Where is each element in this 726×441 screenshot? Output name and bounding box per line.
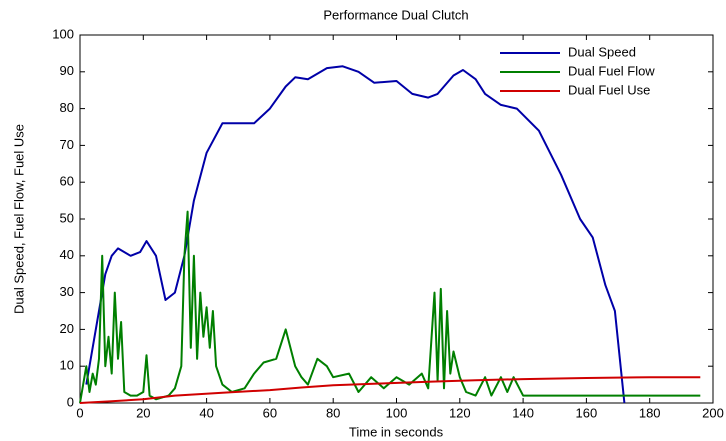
x-axis-label: Time in seconds — [349, 424, 444, 439]
y-tick-label: 20 — [60, 321, 74, 336]
x-tick-label: 180 — [639, 405, 661, 420]
x-tick-label: 80 — [326, 405, 340, 420]
y-tick-label: 90 — [60, 63, 74, 78]
x-tick-label: 40 — [199, 405, 213, 420]
x-tick-label: 120 — [449, 405, 471, 420]
series-line — [79, 210, 701, 404]
x-tick-label: 140 — [512, 405, 534, 420]
x-tick-label: 60 — [263, 405, 277, 420]
legend-label: Dual Fuel Use — [568, 82, 650, 97]
series-line — [85, 65, 626, 404]
legend-label: Dual Fuel Flow — [568, 63, 655, 78]
legend-label: Dual Speed — [568, 44, 636, 59]
y-tick-label: 100 — [52, 26, 74, 41]
x-tick-label: 200 — [702, 405, 724, 420]
y-tick-label: 40 — [60, 247, 74, 262]
x-tick-label: 100 — [386, 405, 408, 420]
y-tick-label: 50 — [60, 210, 74, 225]
series-line — [79, 376, 701, 404]
y-tick-label: 0 — [67, 394, 74, 409]
chart-title: Performance Dual Clutch — [323, 7, 468, 22]
y-tick-label: 30 — [60, 284, 74, 299]
y-tick-label: 70 — [60, 137, 74, 152]
y-axis-label: Dual Speed, Fuel Flow, Fuel Use — [11, 124, 26, 314]
y-tick-label: 80 — [60, 100, 74, 115]
x-tick-label: 20 — [136, 405, 150, 420]
y-tick-label: 60 — [60, 174, 74, 189]
y-tick-label: 10 — [60, 358, 74, 373]
x-tick-label: 0 — [76, 405, 83, 420]
x-tick-label: 160 — [576, 405, 598, 420]
